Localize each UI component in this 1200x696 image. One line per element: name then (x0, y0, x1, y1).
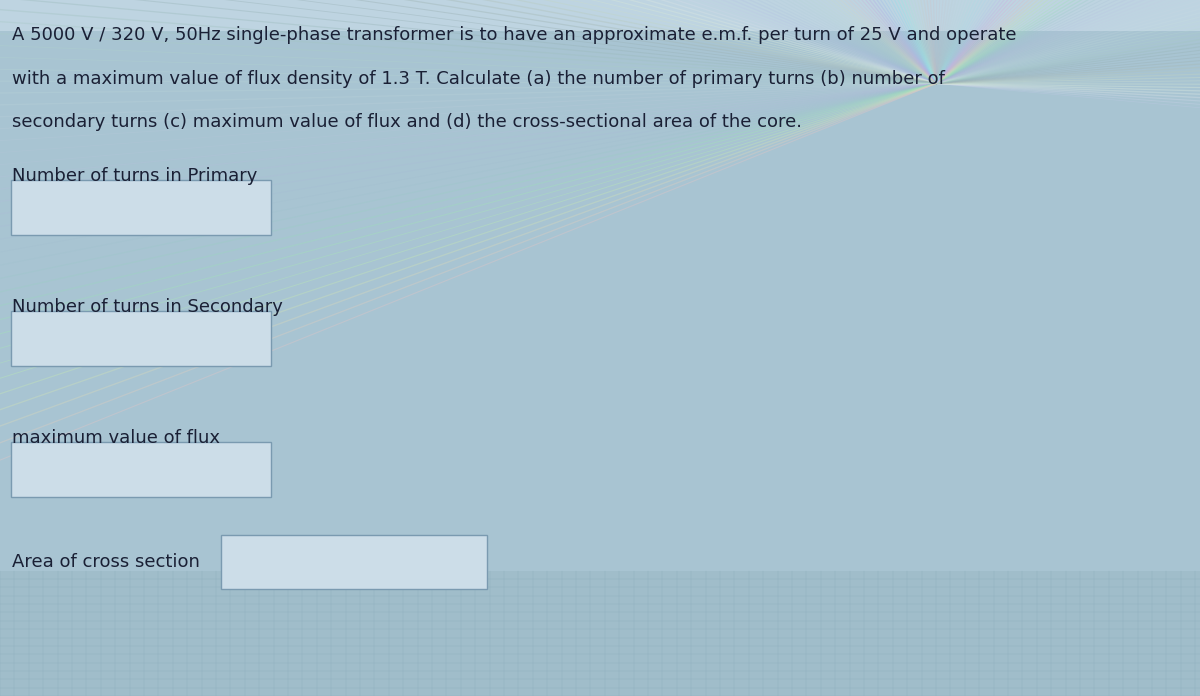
Bar (0, 0, 1200, 31)
FancyBboxPatch shape (11, 180, 271, 235)
Text: secondary turns (c) maximum value of flux and (d) the cross-sectional area of th: secondary turns (c) maximum value of flu… (12, 113, 802, 131)
FancyBboxPatch shape (11, 442, 271, 497)
Text: Number of turns in Secondary: Number of turns in Secondary (12, 298, 283, 316)
FancyBboxPatch shape (11, 311, 271, 366)
Bar (0, 571, 1200, 696)
FancyBboxPatch shape (221, 535, 487, 589)
Text: Area of cross section: Area of cross section (12, 553, 200, 571)
Text: maximum value of flux: maximum value of flux (12, 429, 220, 448)
Text: A 5000 V / 320 V, 50Hz single-phase transformer is to have an approximate e.m.f.: A 5000 V / 320 V, 50Hz single-phase tran… (12, 26, 1016, 45)
Text: with a maximum value of flux density of 1.3 T. Calculate (a) the number of prima: with a maximum value of flux density of … (12, 70, 944, 88)
Text: Number of turns in Primary: Number of turns in Primary (12, 167, 257, 185)
